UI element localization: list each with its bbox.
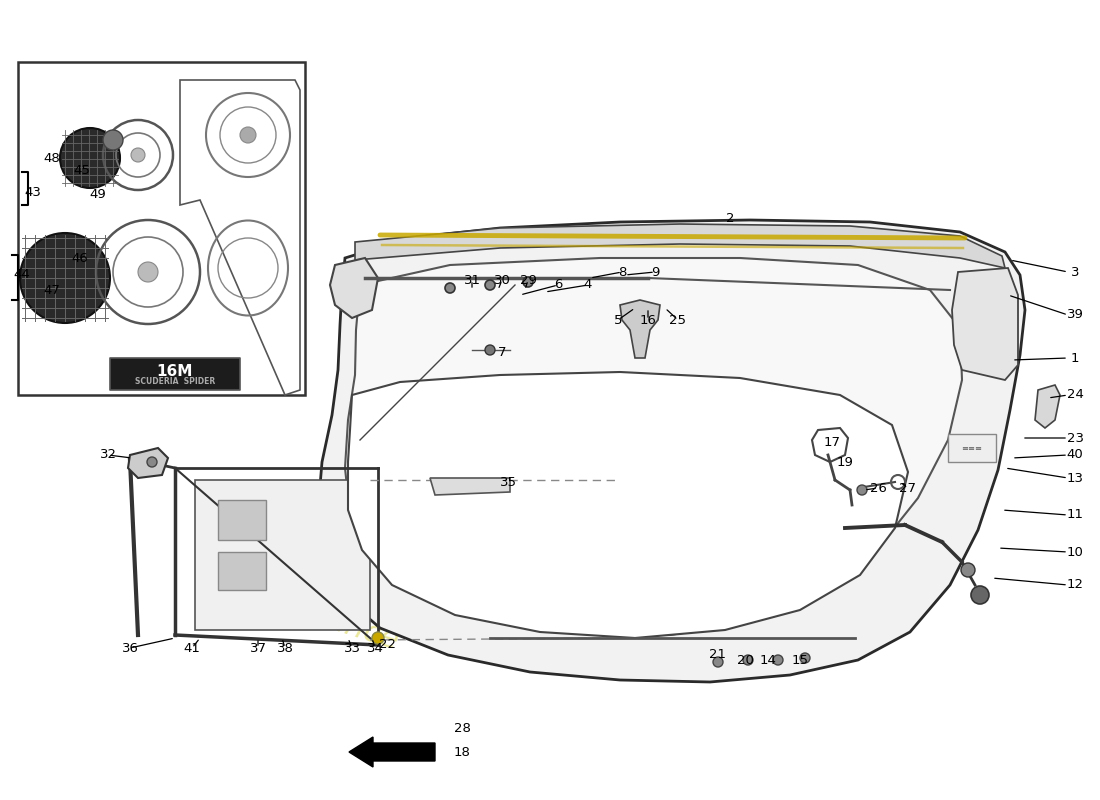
Circle shape	[446, 283, 455, 293]
Polygon shape	[1035, 385, 1060, 428]
Circle shape	[485, 280, 495, 290]
Circle shape	[147, 457, 157, 467]
Text: 37: 37	[250, 642, 266, 654]
Text: 43: 43	[24, 186, 42, 198]
Circle shape	[800, 653, 810, 663]
Text: 9: 9	[651, 266, 659, 278]
Text: 1: 1	[1070, 351, 1079, 365]
Text: 10: 10	[1067, 546, 1084, 558]
Polygon shape	[430, 478, 510, 495]
Text: 24: 24	[1067, 389, 1084, 402]
Bar	[18, 62, 305, 395]
Text: 34: 34	[366, 642, 384, 654]
Text: 44: 44	[13, 269, 31, 282]
Text: 6: 6	[553, 278, 562, 291]
Text: 12: 12	[1067, 578, 1084, 591]
Text: 26: 26	[870, 482, 887, 494]
Text: 36: 36	[122, 642, 139, 654]
Bar	[948, 434, 996, 462]
Text: 4: 4	[584, 278, 592, 291]
Text: 16: 16	[639, 314, 657, 326]
Circle shape	[857, 485, 867, 495]
Text: ≡≡≡: ≡≡≡	[961, 443, 982, 453]
Text: 47: 47	[44, 283, 60, 297]
Polygon shape	[345, 258, 962, 635]
Text: 2: 2	[726, 211, 735, 225]
Text: 11: 11	[1067, 509, 1084, 522]
Circle shape	[971, 586, 989, 604]
Text: 33: 33	[343, 642, 361, 654]
Text: 13: 13	[1067, 471, 1084, 485]
Text: 30: 30	[494, 274, 510, 286]
Text: 18: 18	[453, 746, 471, 758]
Text: SCUDERIA  SPIDER: SCUDERIA SPIDER	[135, 377, 216, 386]
Circle shape	[961, 563, 975, 577]
Text: 25: 25	[670, 314, 686, 326]
Text: 28: 28	[453, 722, 471, 734]
Text: 16M: 16M	[157, 363, 194, 378]
Text: 27: 27	[900, 482, 916, 494]
Text: 19: 19	[837, 455, 854, 469]
Circle shape	[485, 345, 495, 355]
Text: 14: 14	[760, 654, 777, 666]
Circle shape	[20, 233, 110, 323]
Text: 48: 48	[44, 151, 60, 165]
Text: 085: 085	[728, 361, 953, 499]
Circle shape	[773, 655, 783, 665]
Text: 40: 40	[1067, 449, 1084, 462]
Text: 15: 15	[792, 654, 808, 666]
Circle shape	[131, 148, 145, 162]
Circle shape	[713, 657, 723, 667]
Polygon shape	[355, 224, 1005, 268]
Text: 22: 22	[379, 638, 396, 651]
Text: 31: 31	[463, 274, 481, 286]
Bar	[218, 500, 266, 540]
Circle shape	[240, 127, 256, 143]
Text: 21: 21	[710, 649, 726, 662]
Text: 7: 7	[497, 346, 506, 358]
Polygon shape	[952, 268, 1018, 380]
Circle shape	[522, 277, 534, 287]
Text: 38: 38	[276, 642, 294, 654]
Bar	[110, 358, 240, 390]
Text: 49: 49	[89, 189, 107, 202]
Text: 45: 45	[74, 163, 90, 177]
Text: 8: 8	[618, 266, 626, 278]
Text: 42: 42	[407, 746, 424, 758]
Text: 46: 46	[72, 251, 88, 265]
Circle shape	[138, 262, 158, 282]
Text: 41: 41	[184, 642, 200, 654]
Text: 5: 5	[614, 314, 623, 326]
Text: es: es	[639, 214, 940, 466]
Polygon shape	[195, 480, 370, 630]
FancyArrow shape	[349, 737, 434, 767]
Polygon shape	[620, 300, 660, 358]
Text: 20: 20	[737, 654, 754, 666]
Text: 39: 39	[1067, 309, 1084, 322]
Text: 23: 23	[1067, 431, 1084, 445]
Circle shape	[742, 655, 754, 665]
Polygon shape	[318, 220, 1025, 682]
Circle shape	[60, 128, 120, 188]
Text: 3: 3	[1070, 266, 1079, 278]
Circle shape	[103, 130, 123, 150]
Text: 17: 17	[824, 435, 840, 449]
Text: a passion for
performance: a passion for performance	[207, 535, 414, 655]
Text: 32: 32	[99, 449, 117, 462]
Polygon shape	[128, 448, 168, 478]
Bar	[218, 552, 266, 590]
Circle shape	[372, 632, 384, 644]
Text: 29: 29	[519, 274, 537, 286]
Polygon shape	[348, 372, 907, 638]
Polygon shape	[330, 258, 378, 318]
Text: 35: 35	[499, 475, 517, 489]
